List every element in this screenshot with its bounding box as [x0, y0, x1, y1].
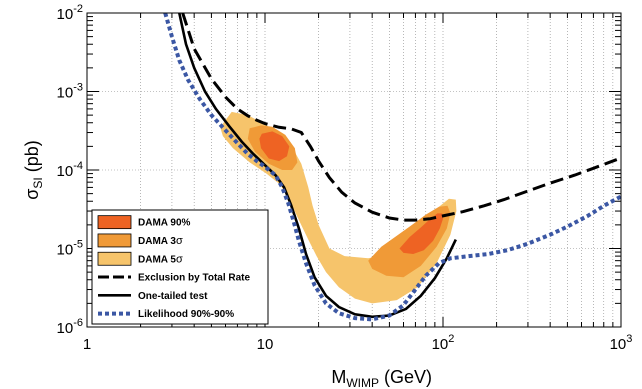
x-tick-label: 10	[257, 336, 274, 353]
dama-regions	[220, 111, 457, 304]
legend-label: Likelihood 90%-90%	[138, 309, 234, 320]
legend-label: Exclusion by Total Rate	[138, 273, 250, 284]
legend: DAMA 90% DAMA 3σ DAMA 5σ Exclusion by Total…	[91, 209, 269, 325]
y-tick-label: 10-2	[57, 3, 83, 23]
legend-swatch	[97, 251, 132, 266]
legend-swatch	[97, 215, 132, 230]
legend-label: DAMA 3σ	[138, 235, 183, 247]
legend-label: One-tailed test	[138, 291, 208, 302]
legend-label: DAMA 90%	[138, 218, 191, 229]
y-tick-label: 10-6	[57, 317, 83, 337]
x-axis-title: MWIMP (GeV)	[331, 367, 432, 389]
tick-labels: 1 10 102 103 10-6 10-5 10-4 10-3 10-2	[57, 3, 633, 353]
series-one-tailed-test	[178, 13, 457, 319]
legend-label: DAMA 5σ	[138, 253, 183, 265]
x-tick-label: 102	[432, 333, 455, 353]
legend-swatch	[97, 233, 132, 248]
series-likelihood-90-90	[163, 13, 621, 322]
x-tick-label: 103	[610, 333, 633, 353]
curves	[163, 13, 621, 322]
series-exclusion-by-total-rate	[181, 13, 621, 222]
region-dama-90	[399, 213, 443, 254]
y-axis-title: σSI (pb)	[22, 140, 45, 199]
x-tick-label: 1	[83, 336, 91, 353]
y-tick-label: 10-4	[57, 160, 83, 180]
y-tick-label: 10-5	[57, 239, 83, 259]
region-dama-90	[259, 131, 290, 162]
y-tick-label: 10-3	[57, 82, 83, 102]
